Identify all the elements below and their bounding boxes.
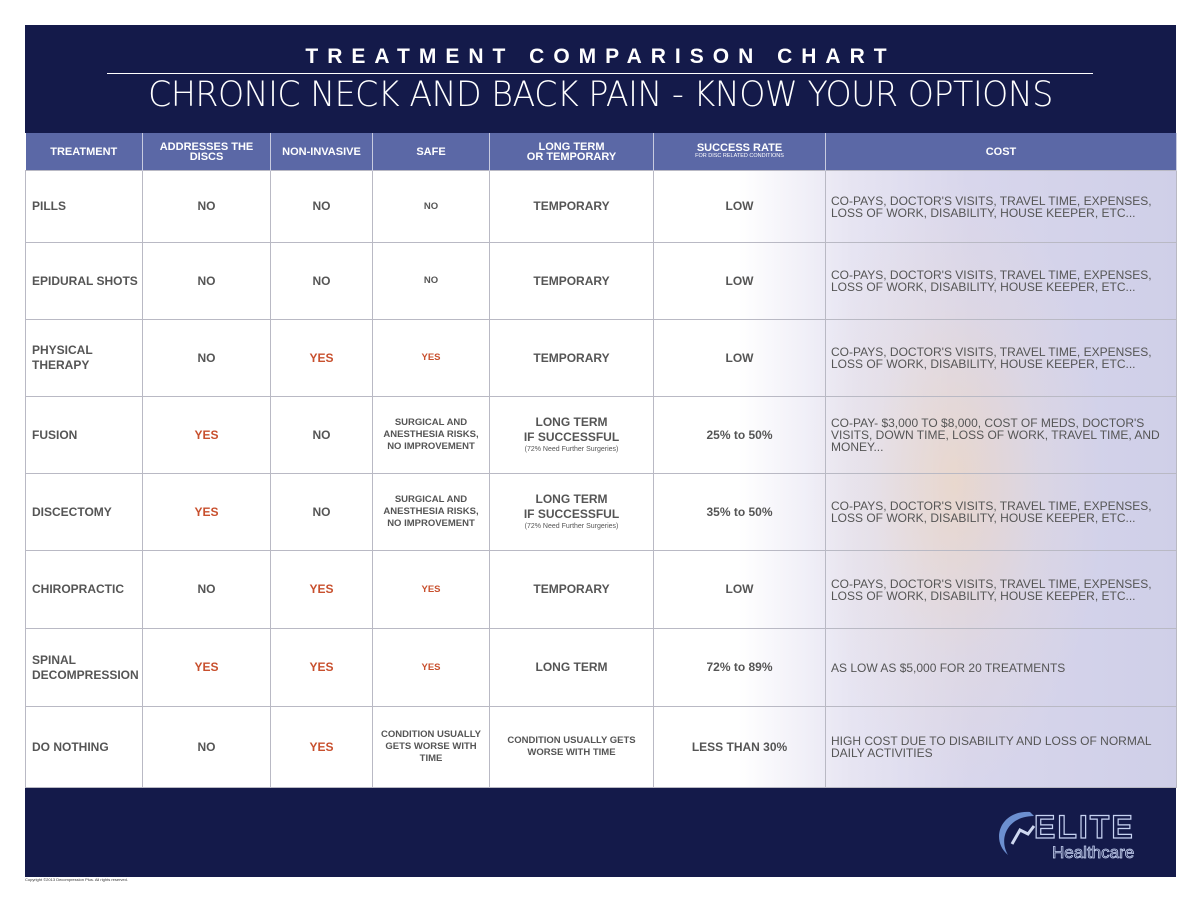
table-row: FUSION YES NO SURGICAL AND ANESTHESIA RISKS… xyxy=(25,396,1177,474)
copyright: Copyright ©2013 Decompression Plus. All … xyxy=(25,877,128,882)
column-header: ADDRESSES THE DISCS xyxy=(142,133,271,171)
table-cell: YES xyxy=(142,473,271,551)
table-cell: LESS THAN 30% xyxy=(653,706,826,788)
column-header: NON-INVASIVE xyxy=(270,133,373,171)
comparison-table: TREATMENT ADDRESSES THE DISCS NON-INVASIVE… xyxy=(25,133,1177,788)
table-cell: NO xyxy=(142,242,271,320)
table-row: CHIROPRACTIC NO YES YES TEMPORARY LOW CO-PAYS,… xyxy=(25,550,1177,629)
table-row: DO NOTHING NO YES CONDITION USUALLY GETS WO… xyxy=(25,706,1177,788)
table-cell: NO xyxy=(270,170,373,243)
table-body: PILLS NO NO NO TEMPORARY LOW CO-PAYS, DOCTOR'S… xyxy=(25,170,1177,788)
table-cell: CO-PAY- $3,000 TO $8,000, COST OF MEDS, … xyxy=(825,396,1177,474)
table-cell: YES xyxy=(372,550,490,629)
table-cell: YES xyxy=(142,396,271,474)
subtitle: CHRONIC NECK AND BACK PAIN - KNOW YOUR O… xyxy=(148,75,1053,115)
table-cell: PHYSICAL THERAPY xyxy=(25,319,143,397)
table-cell: NO xyxy=(142,319,271,397)
table-cell: NO xyxy=(142,170,271,243)
column-header: TREATMENT xyxy=(25,133,143,171)
table-cell: FUSION xyxy=(25,396,143,474)
column-header: SAFE xyxy=(372,133,490,171)
table-cell: TEMPORARY xyxy=(489,550,654,629)
table-row: PILLS NO NO NO TEMPORARY LOW CO-PAYS, DOCTOR'S… xyxy=(25,170,1177,243)
table-cell: TEMPORARY xyxy=(489,319,654,397)
table-cell: YES xyxy=(372,628,490,707)
table-cell: NO xyxy=(270,473,373,551)
logo-tagline: Healthcare xyxy=(1052,843,1134,862)
table-cell: EPIDURAL SHOTS xyxy=(25,242,143,320)
table-cell: 25% to 50% xyxy=(653,396,826,474)
table-cell: CO-PAYS, DOCTOR'S VISITS, TRAVEL TIME, E… xyxy=(825,473,1177,551)
cell-text: SUCCESS RATE xyxy=(696,142,783,154)
table-cell: CO-PAYS, DOCTOR'S VISITS, TRAVEL TIME, E… xyxy=(825,170,1177,243)
table-cell: SURGICAL AND ANESTHESIA RISKS, NO IMPROV… xyxy=(372,396,490,474)
table-cell: YES xyxy=(270,319,373,397)
table-cell: YES xyxy=(372,319,490,397)
table-cell: SPINAL DECOMPRESSION xyxy=(25,628,143,707)
table-cell: NO xyxy=(142,706,271,788)
column-header: SUCCESS RATE FOR DISC RELATED CONDITIONS xyxy=(653,133,826,171)
table-cell: CO-PAYS, DOCTOR'S VISITS, TRAVEL TIME, E… xyxy=(825,242,1177,320)
table-cell: DISCECTOMY xyxy=(25,473,143,551)
table-cell: AS LOW AS $5,000 FOR 20 TREATMENTS xyxy=(825,628,1177,707)
table-cell: LONG TERM IF SUCCESSFUL (72% Need Further… xyxy=(489,473,654,551)
table-cell: NO xyxy=(270,396,373,474)
cell-text: LONG TERM IF SUCCESSFUL xyxy=(523,415,620,444)
table-cell: TEMPORARY xyxy=(489,242,654,320)
table-cell: NO xyxy=(372,242,490,320)
logo: ELITE Healthcare xyxy=(999,808,1135,862)
table-cell: CO-PAYS, DOCTOR'S VISITS, TRAVEL TIME, E… xyxy=(825,319,1177,397)
logo-name: ELITE xyxy=(1034,809,1135,845)
table-cell: LONG TERM xyxy=(489,628,654,707)
table-cell: CONDITION USUALLY GETS WORSE WITH TIME xyxy=(372,706,490,788)
table-cell: 35% to 50% xyxy=(653,473,826,551)
table-cell: YES xyxy=(270,550,373,629)
table-cell: PILLS xyxy=(25,170,143,243)
cell-note: (72% Need Further Surgeries) xyxy=(524,523,619,530)
table-row: EPIDURAL SHOTS NO NO NO TEMPORARY LOW CO-PAYS,… xyxy=(25,242,1177,320)
table-cell: CHIROPRACTIC xyxy=(25,550,143,629)
table-cell: YES xyxy=(142,628,271,707)
title: TREATMENT COMPARISON CHART xyxy=(305,45,896,68)
table-row: PHYSICAL THERAPY NO YES YES TEMPORARY LOW CO-P… xyxy=(25,319,1177,397)
table-cell: NO xyxy=(270,242,373,320)
cell-note: FOR DISC RELATED CONDITIONS xyxy=(695,153,784,159)
header-row: TREATMENT ADDRESSES THE DISCS NON-INVASIVE… xyxy=(25,133,1177,171)
cell-text: LONG TERM IF SUCCESSFUL xyxy=(523,492,620,521)
table-row: DISCECTOMY YES NO SURGICAL AND ANESTHESIA R… xyxy=(25,473,1177,551)
table-cell: CONDITION USUALLY GETS WORSE WITH TIME xyxy=(489,706,654,788)
logo-swoosh xyxy=(999,811,1034,855)
table-cell: CO-PAYS, DOCTOR'S VISITS, TRAVEL TIME, E… xyxy=(825,550,1177,629)
table-cell: YES xyxy=(270,628,373,707)
table-cell: LOW xyxy=(653,550,826,629)
cell-note: (72% Need Further Surgeries) xyxy=(524,446,619,453)
table-area: TREATMENT ADDRESSES THE DISCS NON-INVASIVE… xyxy=(25,133,1177,793)
table-cell: NO xyxy=(372,170,490,243)
table-cell: YES xyxy=(270,706,373,788)
table-cell: SURGICAL AND ANESTHESIA RISKS, NO IMPROV… xyxy=(372,473,490,551)
table-cell: NO xyxy=(142,550,271,629)
table-cell: LOW xyxy=(653,319,826,397)
table-cell: LONG TERM IF SUCCESSFUL (72% Need Further… xyxy=(489,396,654,474)
table-cell: TEMPORARY xyxy=(489,170,654,243)
column-header: COST xyxy=(825,133,1177,171)
table-row: SPINAL DECOMPRESSION YES YES YES LONG TERM 72… xyxy=(25,628,1177,707)
column-header: LONG TERM OR TEMPORARY xyxy=(489,133,654,171)
rule xyxy=(107,73,1093,74)
table-cell: 72% to 89% xyxy=(653,628,826,707)
logo-figure xyxy=(1010,825,1036,845)
table-cell: HIGH COST DUE TO DISABILITY AND LOSS OF … xyxy=(825,706,1177,788)
table-cell: LOW xyxy=(653,170,826,243)
table-cell: DO NOTHING xyxy=(25,706,143,788)
table-cell: LOW xyxy=(653,242,826,320)
